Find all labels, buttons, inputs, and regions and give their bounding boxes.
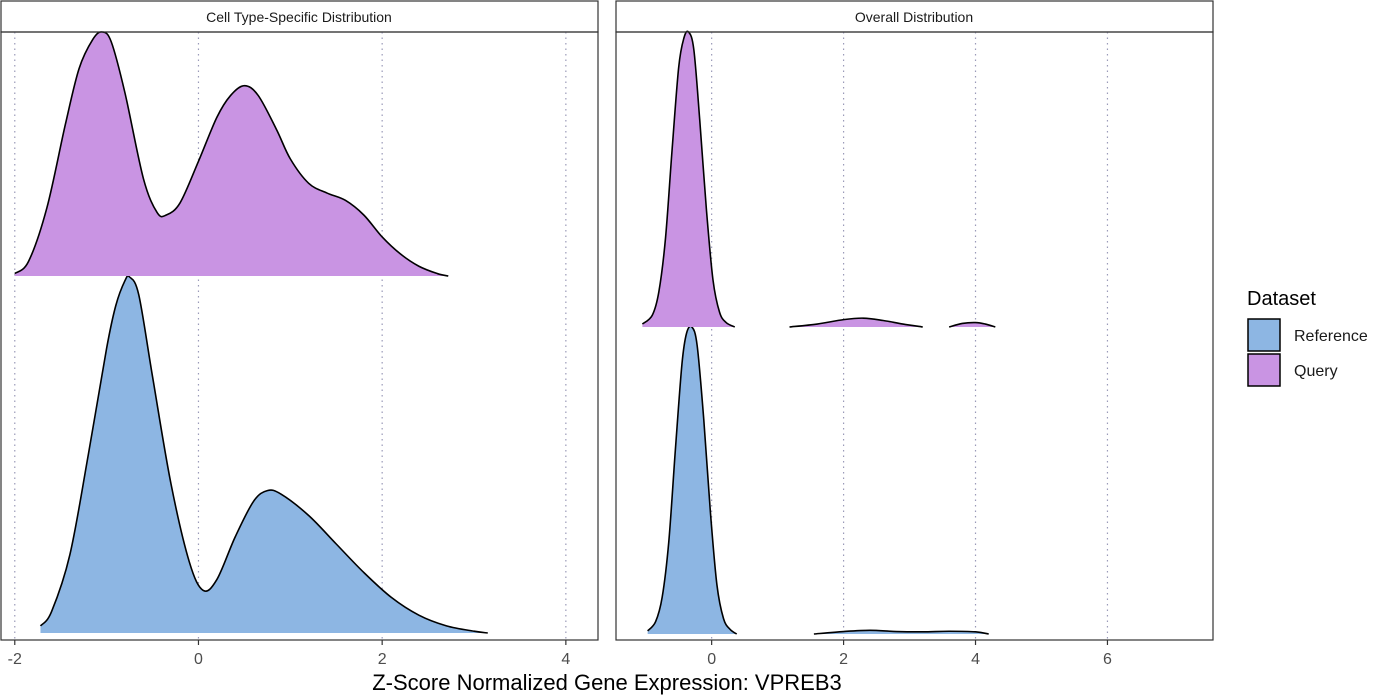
density-area-query-tail [789,318,923,327]
density-area-reference [40,275,488,633]
panel-cell-type-specific: Cell Type-Specific Distribution -2 0 2 4 [0,0,599,668]
series-layer [14,31,488,634]
density-outline-reference [39,275,488,634]
panel-border [615,31,1214,641]
density-outline-query-tail [948,321,996,328]
density-outline-query-tail [789,317,923,328]
density-outline-reference-tail [813,629,989,635]
strip-label: Cell Type-Specific Distribution [206,9,392,25]
strip-label: Overall Distribution [855,9,973,25]
legend-key-reference [1247,318,1281,352]
density-area-query [642,31,735,328]
legend: Dataset Reference Query [1247,288,1368,387]
x-tick-label: 2 [378,651,387,668]
x-tick-label: 4 [561,651,570,668]
density-outline-query [14,31,449,277]
density-area-reference [647,326,737,634]
x-gridlines [14,32,567,640]
legend-label-reference: Reference [1294,328,1368,345]
x-tick-label: 0 [194,651,203,668]
legend-title: Dataset [1247,288,1316,310]
x-tick-label: 2 [839,651,848,668]
legend-label-query: Query [1294,363,1338,380]
strip-background [615,0,1214,33]
strip-background [0,0,599,33]
x-gridlines [711,32,1109,640]
legend-key-query [1247,353,1281,387]
x-axis: 0 2 4 6 [707,640,1112,668]
x-tick-label: 0 [707,651,716,668]
x-tick-label: -2 [8,651,22,668]
density-area-query [14,31,449,277]
series-layer [641,30,996,635]
panel-border [0,31,599,641]
x-axis-label: Z-Score Normalized Gene Expression: VPRE… [372,670,842,695]
x-tick-label: 4 [971,651,980,668]
panel-overall: Overall Distribution 0 2 4 6 [615,0,1214,668]
x-tick-label: 6 [1103,651,1112,668]
density-area-query-tail [949,322,996,327]
x-axis: -2 0 2 4 [8,640,570,668]
